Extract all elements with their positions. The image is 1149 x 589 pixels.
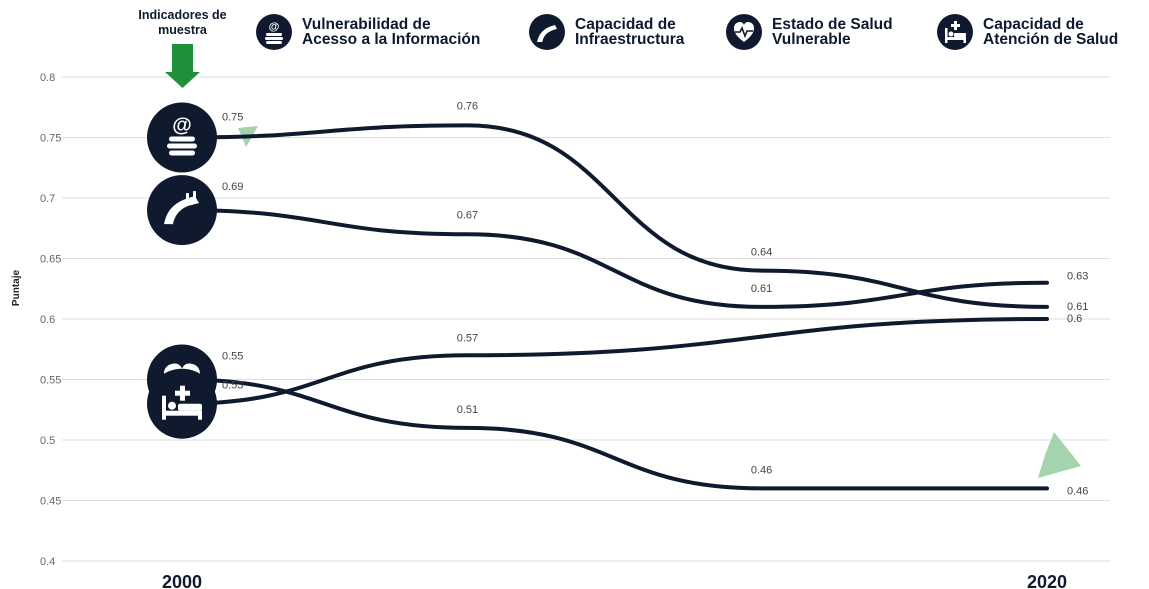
y-tick-label: 0.7 <box>40 193 55 205</box>
trend-arrow <box>238 126 1081 478</box>
data-label: 0.61 <box>751 283 772 295</box>
y-tick-label: 0.6 <box>40 314 55 326</box>
legend-label-health-capacity: Capacidad de Atención de Salud <box>983 16 1119 48</box>
data-label: 0.64 <box>751 247 772 259</box>
road-bridge-icon <box>529 14 565 50</box>
legend-label-information: Vulnerabilidad de Acesso a la Informació… <box>302 16 481 48</box>
y-tick-label: 0.65 <box>40 254 61 266</box>
data-label: 0.57 <box>457 332 478 344</box>
data-label: 0.6 <box>1067 313 1082 325</box>
y-tick-label: 0.75 <box>40 133 61 145</box>
data-label: 0.46 <box>751 464 772 476</box>
data-label: 0.75 <box>222 112 243 124</box>
x-tick-label: 2000 <box>162 572 202 589</box>
data-label: 0.53 <box>222 380 243 392</box>
series-line-hospital-bed <box>180 317 1049 406</box>
legend-item-infrastructure: Capacidad de Infraestructura <box>529 14 684 50</box>
legend-item-health-capacity: Capacidad de Atención de Salud <box>937 14 1118 50</box>
data-label: 0.61 <box>1067 301 1088 313</box>
legend-item-information: @ Vulnerabilidad de Acesso a la Informac… <box>256 14 480 50</box>
data-label: 0.46 <box>1067 485 1088 497</box>
x-tick-label: 2020 <box>1027 572 1067 589</box>
sample-marker-arrow <box>165 44 200 88</box>
legend-label-health-status: Estado de Salud Vulnerable <box>772 16 893 48</box>
series-line-road-bridge <box>180 208 1049 309</box>
svg-text:@: @ <box>269 21 280 33</box>
data-label: 0.63 <box>1067 271 1088 283</box>
series-line-books-at <box>180 123 1049 309</box>
heart-pulse-icon <box>726 14 762 50</box>
y-tick-label: 0.5 <box>40 435 55 447</box>
legend-label-infrastructure: Capacidad de Infraestructura <box>575 16 685 48</box>
legend-item-health-status: Estado de Salud Vulnerable <box>726 14 893 50</box>
road-bridge-icon <box>147 175 217 246</box>
books-at-icon <box>147 102 217 173</box>
y-axis-label: Puntaje <box>11 270 22 307</box>
y-tick-label: 0.45 <box>40 496 61 508</box>
hospital-bed-icon <box>147 368 217 439</box>
books-at-icon: @ <box>256 14 292 50</box>
data-label: 0.55 <box>222 351 243 363</box>
sample-indicators-title: Indicadores de muestra <box>138 8 227 37</box>
y-tick-label: 0.4 <box>40 556 55 568</box>
data-label: 0.67 <box>457 209 478 221</box>
y-tick-label: 0.8 <box>40 72 55 84</box>
data-label: 0.69 <box>222 181 243 193</box>
hospital-bed-icon <box>937 14 973 50</box>
series-line-heart-pulse <box>180 377 1049 491</box>
data-label: 0.51 <box>457 404 478 416</box>
y-tick-label: 0.55 <box>40 375 61 387</box>
data-label: 0.76 <box>457 100 478 112</box>
